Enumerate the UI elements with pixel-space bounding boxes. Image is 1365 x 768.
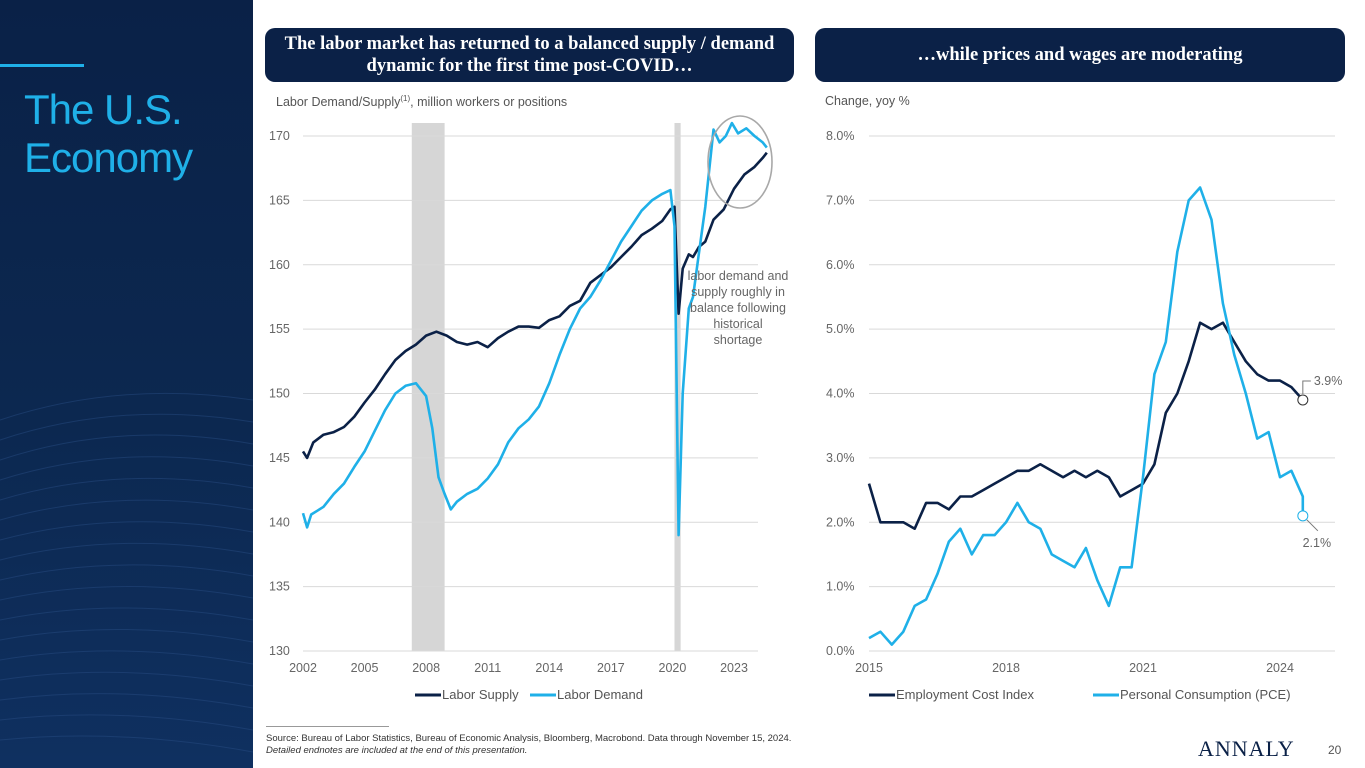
y-tick-label: 170: [269, 129, 290, 143]
leader-eci: [1302, 380, 1311, 394]
legend-label-0: Labor Supply: [442, 687, 519, 702]
left-chart-banner: The labor market has returned to a balan…: [265, 28, 794, 82]
source-block: Source: Bureau of Labor Statistics, Bure…: [266, 733, 791, 757]
x-tick-label: 2005: [351, 661, 379, 675]
section-title: The U.S. Economy: [24, 86, 193, 182]
end-label-pce: 2.1%: [1303, 536, 1332, 550]
annotation-line: labor demand and: [688, 269, 789, 283]
y-tick-label: 7.0%: [826, 193, 855, 207]
annotation-line: historical: [713, 317, 762, 331]
x-tick-label: 2015: [855, 661, 883, 675]
annotation-line: balance following: [690, 301, 786, 315]
x-tick-label: 2024: [1266, 661, 1294, 675]
annaly-logo: ANNALY: [1198, 736, 1295, 761]
y-tick-label: 150: [269, 387, 290, 401]
x-tick-label: 2020: [659, 661, 687, 675]
x-tick-label: 2017: [597, 661, 625, 675]
x-tick-label: 2011: [474, 661, 501, 675]
y-tick-label: 160: [269, 258, 290, 272]
x-tick-label: 2023: [720, 661, 748, 675]
legend-label-1: Personal Consumption (PCE): [1120, 687, 1291, 702]
x-tick-label: 2002: [289, 661, 317, 675]
left-unit-text: Labor Demand/Supply: [276, 95, 401, 110]
highlight-circle: [707, 115, 773, 209]
annotation-line: supply roughly in: [691, 285, 785, 299]
end-label-eci: 3.9%: [1314, 374, 1343, 388]
left-unit-rest: , million workers or positions: [410, 95, 568, 110]
y-tick-label: 130: [269, 644, 290, 658]
x-tick-label: 2014: [535, 661, 563, 675]
y-tick-label: 155: [269, 322, 290, 336]
legend-label-1: Labor Demand: [557, 687, 643, 702]
y-tick-label: 1.0%: [826, 580, 855, 594]
y-tick-label: 0.0%: [826, 644, 855, 658]
x-tick-label: 2021: [1129, 661, 1157, 675]
section-title-line-2: Economy: [24, 134, 193, 181]
series-line-0: [867, 321, 1304, 530]
y-tick-label: 4.0%: [826, 387, 855, 401]
right-chart-unit-label: Change, yoy %: [825, 94, 910, 108]
end-marker-pce: [1297, 510, 1309, 522]
sidebar-accent-bar: [0, 64, 84, 67]
decorative-waves: [0, 392, 253, 753]
y-tick-label: 2.0%: [826, 515, 855, 529]
y-tick-label: 5.0%: [826, 322, 855, 336]
y-tick-label: 165: [269, 193, 290, 207]
left-unit-footnote: (1): [400, 94, 411, 103]
y-tick-label: 140: [269, 515, 290, 529]
endnote-text: Detailed endnotes are included at the en…: [266, 745, 528, 756]
annotation-line: shortage: [714, 333, 763, 347]
left-chart-unit-label: Labor Demand/Supply(1), million workers …: [276, 94, 567, 109]
section-title-line-1: The U.S.: [24, 86, 183, 133]
end-marker-eci: [1297, 394, 1309, 406]
y-tick-label: 3.0%: [826, 451, 855, 465]
leader-pce: [1306, 519, 1319, 532]
y-tick-label: 8.0%: [826, 129, 855, 143]
series-line-labor-demand: [301, 121, 768, 537]
series-line-1: [868, 186, 1305, 646]
legend-label-0: Employment Cost Index: [896, 687, 1035, 702]
x-tick-label: 2018: [992, 661, 1020, 675]
right-chart-banner: …while prices and wages are moderating: [815, 28, 1345, 82]
sidebar: The U.S. Economy: [0, 0, 253, 768]
x-tick-label: 2008: [412, 661, 440, 675]
series-line-labor-supply: [301, 151, 768, 460]
source-rule: [266, 726, 389, 727]
y-tick-label: 6.0%: [826, 258, 855, 272]
source-text: Source: Bureau of Labor Statistics, Bure…: [266, 733, 792, 744]
y-tick-label: 145: [269, 451, 290, 465]
page-number: 20: [1328, 743, 1342, 757]
y-tick-label: 135: [269, 580, 290, 594]
